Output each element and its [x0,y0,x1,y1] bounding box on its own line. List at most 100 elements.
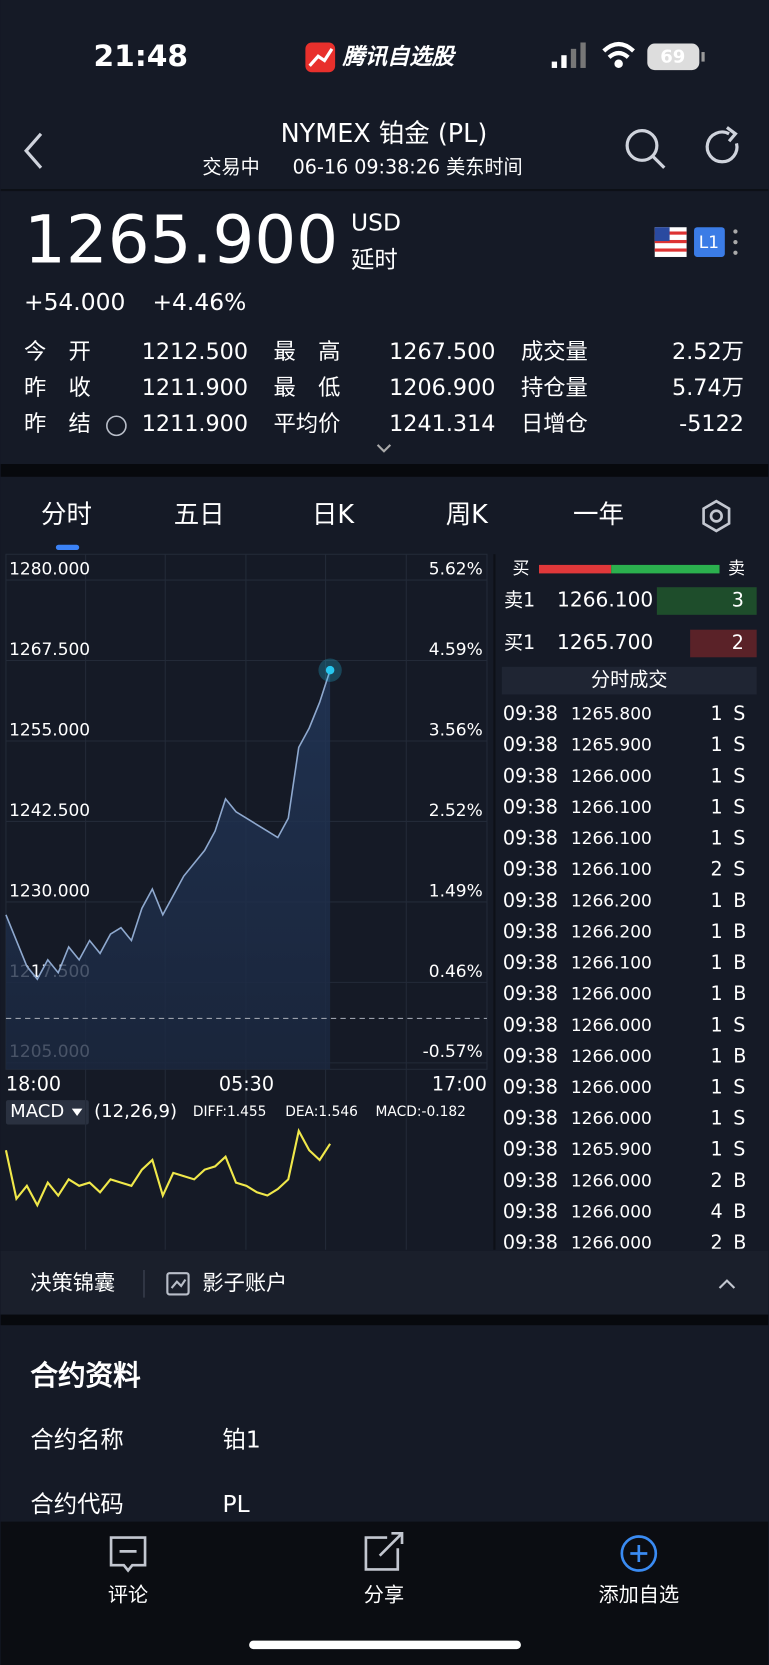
trade-price: 1266.000 [571,1016,652,1036]
trade-side: B [733,1200,746,1223]
trade-time: 09:38 [503,1138,558,1161]
ask-ratio [611,564,720,574]
collapse-button[interactable] [718,1279,736,1289]
trade-qty: 1 [711,951,723,974]
toolbar-item[interactable]: 决策锦囊 [30,1271,115,1296]
account-icon [166,1272,190,1296]
pct-label: 1.49% [429,881,483,901]
home-indicator [249,1640,521,1650]
expand-button[interactable] [376,444,392,453]
trade-qty: 1 [711,1044,723,1067]
trade-side: B [733,1231,746,1254]
trade-qty: 1 [711,827,723,850]
comment-icon[interactable] [109,1536,147,1573]
trade-price: 1265.900 [571,1140,652,1160]
level: L1 [699,233,719,253]
tab[interactable]: 日K [312,500,355,530]
stat-value: 5.74万 [672,375,744,401]
nav-label[interactable]: 添加自选 [599,1582,680,1606]
y-tick-label: 1255.000 [9,720,90,740]
trade-qty: 2 [711,1169,723,1192]
search-button[interactable] [625,129,666,169]
last-point [325,665,335,675]
trade-price: 1265.800 [571,705,652,725]
trade-time: 09:38 [503,702,558,725]
ask-qty: 3 [732,589,744,612]
stat-label: 平均价 [274,411,341,437]
trade-side: S [733,1075,745,1098]
tab[interactable]: 一年 [573,500,624,530]
share-icon[interactable] [364,1532,404,1571]
refresh-button[interactable] [705,126,739,164]
macd-value: MACD:-0.182 [375,1104,465,1120]
section-title: 合约资料 [30,1359,141,1392]
pct-label: 3.56% [429,720,483,740]
nav-label[interactable]: 评论 [108,1582,148,1606]
stat-label: 昨 收 [24,375,91,401]
more-button[interactable] [733,229,738,255]
stat-label: 成交量 [521,339,588,365]
trade-side: S [733,795,745,818]
datetime: 06-16 09:38:26 美东时间 [293,155,523,178]
tab[interactable]: 周K [446,500,489,530]
trade-time: 09:38 [503,920,558,943]
trade-side: S [733,858,745,881]
toolbar-bg [0,1250,769,1315]
tab[interactable]: 五日 [174,500,225,530]
trade-qty: 1 [711,1075,723,1098]
stat-value: 1212.500 [142,339,248,365]
add-icon[interactable] [620,1535,658,1572]
pct-label: 5.62% [429,559,483,579]
change: +54.000 [24,288,125,316]
trade-time: 09:38 [503,982,558,1005]
level-badge [694,227,725,257]
stat-value: 2.52万 [672,339,744,365]
trade-side: S [733,1107,745,1130]
nav-label[interactable]: 分享 [364,1582,404,1606]
divider [0,189,769,192]
trade-qty: 2 [711,1231,723,1254]
stat-label: 昨 结 [24,411,91,437]
ask-label: 卖1 [504,589,535,612]
trade-price: 1266.000 [571,1202,652,1222]
stat-label: 持仓量 [521,375,588,401]
trade-price: 1266.000 [571,1078,652,1098]
trade-side: B [733,889,746,912]
divider [0,1314,769,1326]
trade-time: 09:38 [503,1013,558,1036]
trade-price: 1266.100 [571,798,652,818]
app-icon-line [308,47,334,67]
trade-status: 交易中 [202,155,259,178]
toolbar-item[interactable]: 影子账户 [202,1271,287,1296]
tab[interactable]: 分时 [41,500,92,530]
wifi [602,41,635,68]
stat-value: 1206.900 [389,375,495,401]
trade-time: 09:38 [503,1044,558,1067]
trade-side: B [733,951,746,974]
x-tick-label: 05:30 [219,1073,274,1096]
trade-qty: 1 [711,702,723,725]
trade-side: S [733,733,745,756]
macd-selector-label[interactable]: MACD [10,1101,64,1122]
trade-time: 09:38 [503,1107,558,1130]
macd-selector[interactable] [5,1100,89,1125]
ask-qty-bar [656,587,757,615]
trade-price: 1266.100 [571,860,652,880]
tab-indicator [55,544,80,551]
trade-qty: 4 [711,1200,723,1223]
stat-value: 1211.900 [142,411,248,437]
back-button[interactable] [24,132,43,169]
title: NYMEX 铂金 (PL) [281,119,488,149]
macd-dea: DEA:1.546 [285,1104,358,1120]
macd-params: (12,26,9) [94,1101,177,1122]
pct-label: 4.59% [429,640,483,660]
stat-label: 最 低 [274,375,341,401]
settings-button[interactable] [702,499,731,533]
trade-time: 09:38 [503,1169,558,1192]
stat-value: 1211.900 [142,375,248,401]
macd-diff-line [4,1127,332,1208]
price-area [5,670,331,1070]
stat-value: 1241.314 [389,411,495,437]
trade-qty: 1 [711,795,723,818]
